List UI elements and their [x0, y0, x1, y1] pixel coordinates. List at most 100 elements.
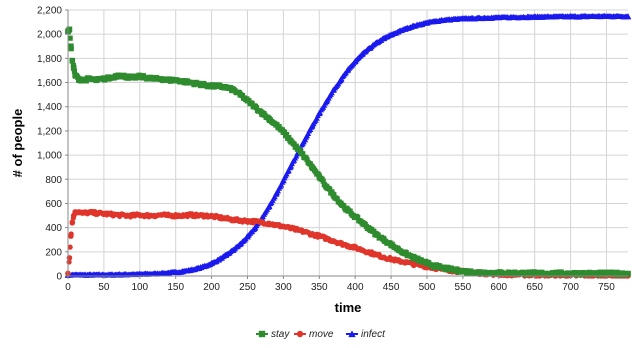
- x-tick-label: 700: [562, 282, 579, 293]
- y-tick-labels: 0 200 400 600 800 1,000 1,200 1,400 1,600 1,800 2,…: [37, 6, 62, 283]
- stay-data-point: [373, 232, 380, 238]
- move-data-point: [251, 218, 258, 225]
- move-data-point: [345, 242, 351, 249]
- stay-data-point: [194, 80, 201, 87]
- infect-data-point: [474, 15, 481, 21]
- stay-trail-point: [320, 178, 326, 184]
- series-infect: [64, 12, 632, 278]
- infect-data-point: [201, 263, 208, 270]
- move-data-point: [323, 235, 330, 242]
- infect-data-point: [186, 266, 194, 273]
- stay-data-point: [481, 269, 488, 276]
- stay-data-point: [416, 257, 423, 264]
- infect-data-point: [538, 13, 546, 20]
- stay-data-point: [215, 83, 222, 89]
- legend-label-move: move: [309, 329, 334, 340]
- stay-data-point: [323, 183, 330, 190]
- infect-data-point: [459, 15, 467, 22]
- stay-data-point: [524, 270, 531, 277]
- legend-item-infect: infect: [346, 329, 386, 340]
- move-data-point: [302, 229, 308, 235]
- y-tick-label: 1,800: [37, 54, 62, 65]
- stay-data-point: [251, 103, 258, 110]
- y-tick-label: 200: [45, 247, 62, 258]
- infect-data-point: [337, 76, 345, 83]
- stay-data-point: [72, 72, 78, 79]
- stay-data-point: [452, 267, 459, 273]
- gridlines: [67, 9, 628, 277]
- move-data-point: [165, 212, 172, 219]
- stay-data-point: [381, 236, 387, 243]
- stay-data-point: [330, 192, 337, 198]
- infect-data-point: [610, 13, 617, 20]
- move-data-point: [115, 212, 122, 218]
- stay-data-point: [122, 73, 129, 80]
- infect-data-point: [624, 13, 632, 20]
- stay-data-point: [610, 270, 617, 277]
- stay-data-point: [567, 270, 574, 277]
- infect-data-point: [208, 260, 215, 267]
- y-tick-label: 0: [56, 272, 62, 283]
- stay-data-point: [488, 270, 495, 276]
- y-tick-label: 1,600: [37, 78, 62, 89]
- infect-legend-icon: [348, 330, 356, 338]
- move-data-point: [158, 212, 165, 218]
- x-tick-label: 200: [203, 282, 220, 293]
- y-tick-label: 2,200: [37, 6, 62, 17]
- move-trail-point: [67, 244, 73, 250]
- move-data-point: [366, 249, 373, 256]
- move-data-point: [101, 210, 107, 217]
- infect-data-point: [229, 246, 237, 253]
- infect-data-point: [150, 270, 158, 277]
- move-data-point: [244, 218, 251, 224]
- move-data-point: [129, 212, 136, 219]
- stay-data-point: [302, 154, 308, 161]
- move-data-point: [309, 231, 315, 238]
- stay-data-point: [230, 87, 236, 93]
- move-data-point: [409, 261, 416, 267]
- infect-data-point: [567, 13, 574, 20]
- infect-data-point: [359, 50, 366, 57]
- x-tick-labels: 0 50 100 150 200 250 300 350 400 450 500 550 600 650 7…: [65, 282, 615, 293]
- y-axis-title: # of people: [10, 109, 25, 178]
- stay-data-point: [395, 246, 402, 253]
- move-data-point: [194, 212, 201, 219]
- stay-trail-point: [293, 143, 299, 149]
- infect-data-point: [438, 17, 445, 24]
- stay-data-point: [287, 137, 294, 144]
- stay-data-point: [438, 264, 445, 271]
- infect-data-point: [280, 177, 287, 184]
- move-data-point: [230, 216, 236, 223]
- infect-data-point: [194, 265, 201, 272]
- infect-data-point: [351, 58, 359, 65]
- stay-data-point: [409, 254, 416, 261]
- y-tick-label: 2,000: [37, 30, 62, 41]
- infect-data-point: [452, 15, 459, 22]
- infect-data-point: [552, 13, 560, 20]
- move-data-point: [402, 259, 409, 265]
- y-tick-label: 400: [45, 223, 62, 234]
- move-data-point: [287, 225, 294, 232]
- infect-data-point: [344, 66, 352, 73]
- stay-data-point: [136, 73, 143, 80]
- move-legend-icon: [296, 330, 304, 338]
- infect-data-point: [402, 25, 409, 32]
- stay-data-point: [460, 268, 466, 274]
- y-tick-label: 800: [45, 175, 62, 186]
- x-tick-label: 750: [598, 282, 615, 293]
- legend-item-move: move: [294, 329, 334, 340]
- move-data-point: [79, 210, 86, 216]
- infect-data-point: [222, 251, 230, 258]
- move-data-point: [86, 209, 93, 216]
- move-data-point: [187, 212, 193, 218]
- move-data-point: [237, 217, 244, 224]
- move-data-point: [68, 233, 74, 239]
- stay-data-point: [101, 76, 107, 82]
- stay-data-point: [345, 207, 351, 214]
- stay-trail-point: [284, 131, 290, 138]
- infect-data-point: [323, 98, 330, 105]
- infect-data-point: [430, 18, 438, 25]
- stay-data-point: [596, 270, 603, 277]
- stay-data-point: [495, 270, 502, 276]
